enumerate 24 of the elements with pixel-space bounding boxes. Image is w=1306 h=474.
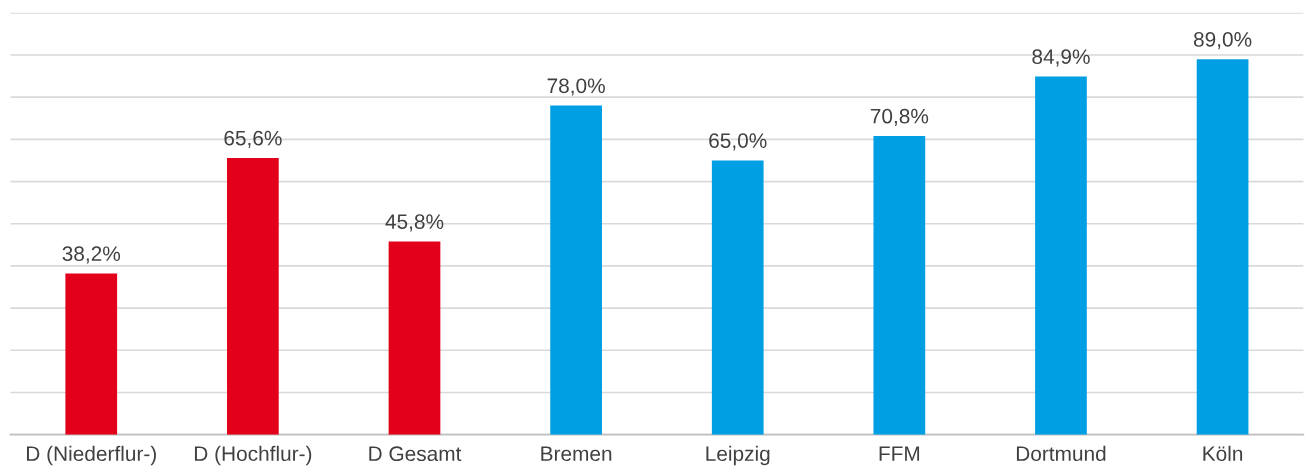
data-label: 84,9%	[1032, 49, 1090, 67]
bar	[388, 241, 441, 435]
data-label: 89,0%	[1193, 32, 1252, 50]
data-label: 45,8%	[385, 214, 444, 232]
x-tick-label: D Gesamt	[369, 446, 462, 462]
bar	[1035, 76, 1087, 435]
x-tick-label: D (Niederflur-)	[26, 445, 156, 466]
data-label: 78,0%	[547, 78, 605, 96]
bar	[711, 160, 764, 435]
bar	[227, 157, 279, 435]
x-tick-label: Dortmund	[1016, 445, 1106, 462]
x-tick-label: Köln	[1203, 445, 1243, 462]
x-tick-label: Bremen	[541, 446, 612, 462]
x-tick-label: Leipzig	[706, 445, 770, 466]
data-label: 65,0%	[709, 133, 767, 151]
bar	[873, 135, 926, 435]
data-label: 65,6%	[224, 130, 282, 148]
x-tick-label: D (Hochflur-)	[194, 445, 312, 466]
bar	[550, 105, 602, 435]
bar	[65, 273, 118, 435]
x-tick-label: FFM	[879, 446, 920, 461]
data-label: 70,8%	[870, 108, 929, 126]
bar	[1196, 59, 1249, 435]
data-label: 38,2%	[62, 246, 121, 264]
